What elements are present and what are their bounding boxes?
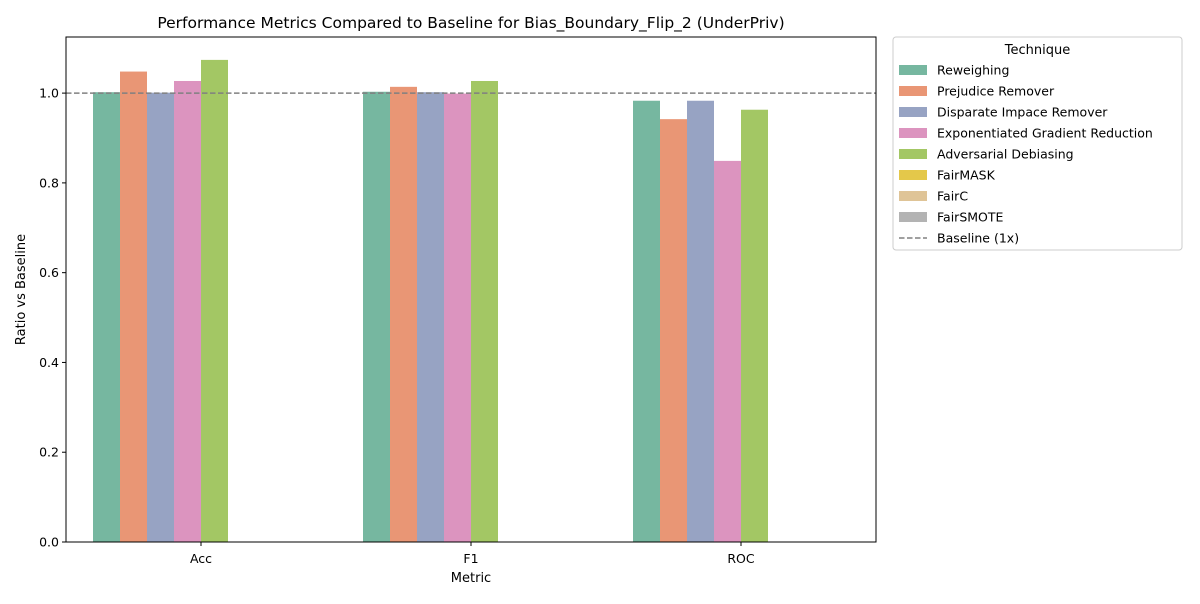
bar-reweighing-f1 — [363, 91, 390, 542]
bar-adversarial-debiasing-acc — [201, 59, 228, 542]
chart-title: Performance Metrics Compared to Baseline… — [157, 14, 784, 33]
legend: Technique Reweighing Prejudice Remover Dis… — [892, 36, 1183, 251]
bar-exponentiated-gradient-reduction-roc — [714, 160, 741, 542]
y-tick-label: 0.8 — [39, 175, 59, 190]
bar-disparate-impace-remover-f1 — [417, 92, 444, 543]
bar-exponentiated-gradient-reduction-f1 — [444, 93, 471, 542]
x-axis-label: Metric — [451, 571, 491, 586]
legend-label: Adversarial Debiasing — [937, 147, 1074, 162]
legend-box — [892, 36, 1183, 251]
bar-reweighing-acc — [93, 92, 120, 543]
y-axis-label: Ratio vs Baseline — [14, 234, 29, 345]
legend-baseline-label: Baseline (1x) — [937, 231, 1019, 246]
legend-swatch — [899, 107, 927, 117]
bar-prejudice-remover-f1 — [390, 86, 417, 542]
legend-swatch — [899, 212, 927, 222]
x-tick-label: Acc — [190, 551, 212, 566]
x-axis: Acc F1 ROC — [190, 542, 755, 566]
legend-label: Prejudice Remover — [937, 84, 1055, 99]
bar-disparate-impace-remover-acc — [147, 92, 174, 542]
bar-exponentiated-gradient-reduction-acc — [174, 80, 201, 543]
x-tick-label: ROC — [727, 551, 755, 566]
legend-label: FairSMOTE — [937, 210, 1004, 225]
y-tick-label: 1.0 — [39, 86, 59, 101]
legend-label: Exponentiated Gradient Reduction — [937, 126, 1153, 141]
y-tick-label: 0.6 — [39, 265, 59, 280]
legend-swatch — [899, 86, 927, 96]
bar-reweighing-roc — [633, 100, 660, 543]
y-tick-label: 0.2 — [39, 445, 59, 460]
plot-area — [66, 59, 876, 543]
bar-prejudice-remover-roc — [660, 119, 687, 543]
legend-swatch — [899, 149, 927, 159]
legend-title: Technique — [1004, 43, 1070, 58]
x-tick-label: F1 — [463, 551, 478, 566]
legend-label: FairC — [937, 189, 968, 204]
y-tick-label: 0.0 — [39, 535, 59, 550]
legend-label: FairMASK — [937, 168, 996, 183]
bar-prejudice-remover-acc — [120, 71, 147, 542]
bar-adversarial-debiasing-roc — [741, 109, 768, 542]
legend-swatch — [899, 65, 927, 75]
y-axis: 0.0 0.2 0.4 0.6 0.8 1.0 — [39, 86, 66, 550]
bar-disparate-impace-remover-roc — [687, 100, 714, 543]
legend-swatch — [899, 128, 927, 138]
y-tick-label: 0.4 — [39, 355, 59, 370]
legend-items: Reweighing Prejudice Remover Disparate Imp… — [899, 63, 1153, 246]
legend-label: Reweighing — [937, 63, 1009, 78]
legend-label: Disparate Impace Remover — [937, 105, 1108, 120]
legend-swatch — [899, 170, 927, 180]
legend-swatch — [899, 191, 927, 201]
bar-adversarial-debiasing-f1 — [471, 80, 498, 543]
